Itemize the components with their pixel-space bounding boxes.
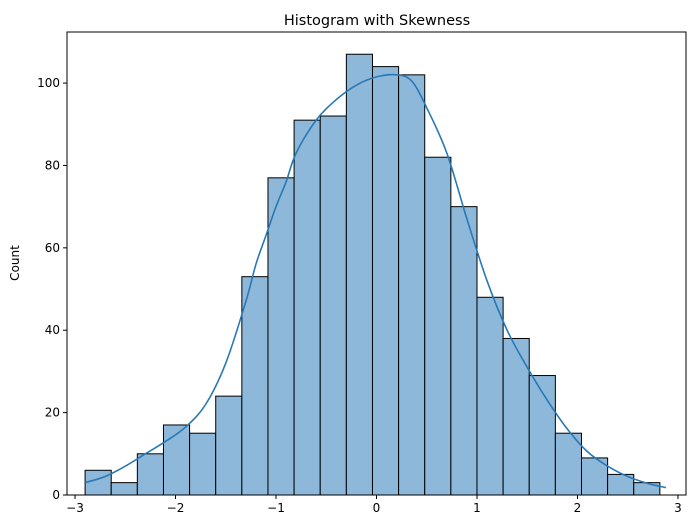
- y-tick-label: 0: [52, 488, 60, 502]
- chart-title: Histogram with Skewness: [284, 13, 470, 29]
- y-tick-label: 100: [37, 76, 60, 90]
- y-axis-ticks: 0 20 40 60 80 100: [37, 76, 67, 502]
- histogram-bar: [371, 66, 400, 496]
- histogram-bar: [345, 53, 373, 496]
- histogram-bar: [293, 119, 321, 496]
- histogram-bar: [215, 395, 243, 496]
- y-tick-label: 60: [45, 241, 60, 255]
- histogram-bar: [189, 432, 217, 496]
- histogram-bar: [528, 375, 556, 496]
- x-tick-label: −1: [267, 501, 285, 515]
- histogram-bar: [424, 156, 452, 496]
- x-tick-label: −2: [167, 501, 185, 515]
- kde-line: [84, 73, 667, 489]
- x-axis-ticks: −3 −2 −1 0 1 2 3: [66, 495, 682, 515]
- histogram-bar: [136, 453, 164, 496]
- y-axis-label: Count: [8, 245, 22, 281]
- x-tick-label: 2: [574, 501, 582, 515]
- y-tick-label: 20: [45, 406, 60, 420]
- histogram-bar: [502, 337, 530, 496]
- histogram-bar: [267, 177, 295, 496]
- histogram-bar: [633, 482, 661, 496]
- histogram-bar: [110, 482, 138, 496]
- x-tick-label: 1: [473, 501, 481, 515]
- plot-frame: [66, 31, 687, 496]
- histogram-bar: [450, 206, 478, 496]
- x-tick-label: 3: [674, 501, 682, 515]
- x-tick-label: 0: [373, 501, 381, 515]
- kde-curve-group: [84, 73, 667, 489]
- histogram-bar: [319, 115, 347, 496]
- histogram-bar: [476, 296, 504, 496]
- x-tick-label: −3: [66, 501, 84, 515]
- histogram-bar: [162, 424, 191, 496]
- y-tick-label: 80: [45, 158, 60, 172]
- histogram-bars: [84, 53, 661, 496]
- histogram-bar: [398, 74, 426, 496]
- histogram-bar: [554, 432, 582, 496]
- histogram-bar: [241, 276, 269, 496]
- y-tick-label: 40: [45, 323, 60, 337]
- histogram-bar: [84, 469, 112, 496]
